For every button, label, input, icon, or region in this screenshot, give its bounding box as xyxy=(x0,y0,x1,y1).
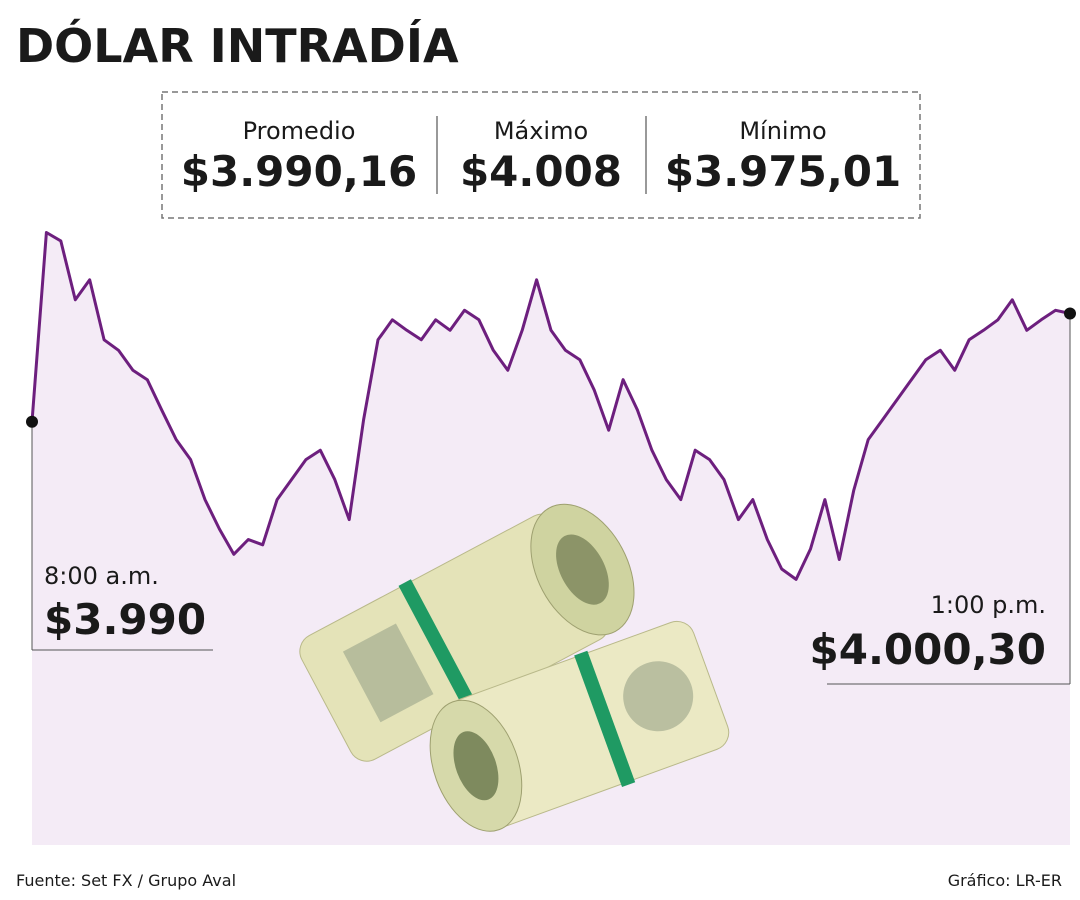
start-value: $3.990 xyxy=(44,595,206,644)
annotations: 8:00 a.m. $3.990 1:00 p.m. $4.000,30 xyxy=(26,307,1076,685)
stats: Promedio$3.990,16 Máximo$4.008 Mínimo$3.97… xyxy=(181,117,901,196)
end-value: $4.000,30 xyxy=(810,625,1046,674)
stat-label: Máximo xyxy=(494,117,588,145)
start-dot xyxy=(26,415,38,428)
money-rolls xyxy=(299,503,730,832)
line xyxy=(30,231,1071,581)
source: Fuente: Set FX / Grupo Aval xyxy=(16,871,236,890)
credit: Gráfico: LR-ER xyxy=(948,871,1062,890)
stat-value: $3.990,16 xyxy=(181,147,417,196)
end-dot xyxy=(1064,307,1076,320)
stat-label: Mínimo xyxy=(739,117,826,145)
stat-value: $4.008 xyxy=(460,147,622,196)
stat-label: Promedio xyxy=(243,117,356,145)
chart-title: DÓLAR INTRADÍA xyxy=(16,19,459,73)
line-chart xyxy=(30,231,1071,581)
stat-value: $3.975,01 xyxy=(665,147,901,196)
end-time: 1:00 p.m. xyxy=(931,591,1046,619)
start-time: 8:00 a.m. xyxy=(44,562,159,590)
stats-box xyxy=(161,91,921,219)
